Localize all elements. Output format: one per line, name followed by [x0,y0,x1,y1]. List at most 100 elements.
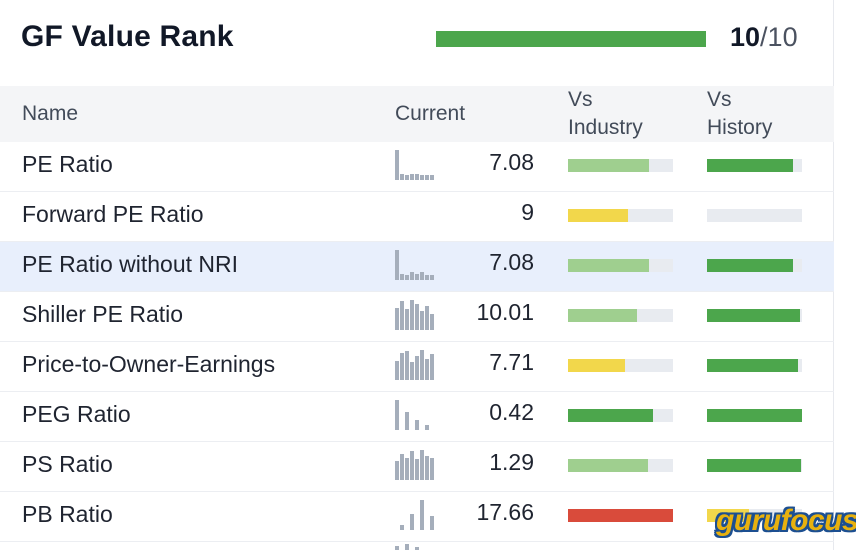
vs-industry-bar-fill [568,259,649,272]
vs-history-bar [707,359,802,372]
sparkline-bar [425,359,429,380]
current-value: 0.42 [489,399,534,425]
metric-name[interactable]: Price-to-Owner-Earnings [22,351,276,377]
sparkline-bar [425,425,429,430]
vs-industry-bar-fill [568,209,628,222]
column-header-current[interactable]: Current [395,102,466,125]
table-row[interactable]: Price-to-Owner-Earnings 7.71 [0,342,834,392]
sparkline-bar [420,311,424,330]
sparkline-bar [430,175,434,180]
sparkline-bar [395,150,399,180]
vs-industry-bar [568,459,673,472]
vs-industry-bar-fill [568,359,625,372]
sparkline-bar [420,175,424,180]
sparkline-bar [405,351,409,380]
column-header-vs-industry-line1: Vs [568,88,593,111]
metric-name[interactable]: PB Ratio [22,501,113,527]
vs-industry-bar [568,259,673,272]
sparkline-bar [400,353,404,380]
vs-industry-bar-fill [568,159,649,172]
sparkline-bar [395,250,399,280]
metric-name[interactable]: Shiller PE Ratio [22,301,184,327]
gurufocus-logo: gurufocus [716,504,856,537]
metric-name[interactable]: PEG Ratio [22,401,131,427]
vs-history-bar [707,259,802,272]
table-row[interactable]: PS Ratio 1.29 [0,442,834,492]
sparkline-bar [395,461,399,480]
vs-industry-bar [568,509,673,522]
card-title: GF Value Rank [21,20,234,53]
current-value: 1.29 [489,449,534,475]
vs-history-bar-fill [707,309,801,322]
sparkline-bar [415,420,419,430]
column-header-vs-industry-line2: Industry [568,116,643,139]
sparkline-bar [425,275,429,280]
table-row[interactable]: Forward PE Ratio 9 [0,192,834,242]
column-header-vs-history[interactable]: Vs History [707,86,772,142]
column-header-name[interactable]: Name [22,102,79,125]
vs-history-bar-fill [707,159,793,172]
vs-industry-bar [568,409,673,422]
table-row[interactable]: PE Ratio 7.08 [0,142,834,192]
vs-history-bar-fill [707,359,799,372]
sparkline-bar [430,275,434,280]
table-row[interactable]: PEG Ratio 0.42 [0,392,834,442]
sparkline-bar [420,500,424,530]
sparkline-bar [395,361,399,380]
rank-score: 10/10 [730,22,798,53]
sparkline-bar [430,354,434,380]
table-row[interactable]: PB Ratio 17.66 [0,492,834,542]
sparkline-bar [415,356,419,380]
sparkline-histogram [395,248,435,280]
vs-history-bar [707,509,802,522]
column-header-vs-industry[interactable]: Vs Industry [568,86,643,142]
sparkline-bar [400,274,404,280]
vs-industry-bar-fill [568,309,638,322]
current-value: 17.66 [476,499,534,525]
rank-score-value: 10 [730,22,761,52]
sparkline-histogram [395,298,435,330]
sparkline-bar [410,300,414,330]
sparkline-bar [405,458,409,480]
table-row[interactable]: Shiller PE Ratio 10.01 [0,292,834,342]
vs-industry-bar [568,309,673,322]
current-value: 9 [521,199,534,225]
rank-score-total: /10 [760,22,798,52]
sparkline-bar [410,174,414,180]
sparkline-bar [410,272,414,280]
sparkline-bar [405,309,409,330]
sparkline-bar [395,400,399,430]
vs-history-bar [707,459,802,472]
table-row[interactable]: PE Ratio without NRI 7.08 [0,242,834,292]
rank-progress-bar [436,31,706,47]
sparkline-bar [430,314,434,330]
sparkline-bar [415,304,419,330]
sparkline-bar [425,175,429,180]
metric-name[interactable]: Forward PE Ratio [22,201,204,227]
current-value: 7.71 [489,349,534,375]
sparkline-histogram [395,348,435,380]
sparkline-bar [410,514,414,530]
metric-name[interactable]: PE Ratio without NRI [22,251,239,277]
next-row-sparkline-partial [395,543,435,550]
sparkline-bar [430,516,434,530]
column-header-vs-history-line2: History [707,116,773,139]
vs-history-bar [707,409,802,422]
vs-history-bar [707,309,802,322]
sparkline-bar [425,306,429,330]
vs-history-bar [707,209,802,222]
gf-value-rank-card: GF Value Rank 10/10 Name Current Vs Indu… [0,0,834,550]
metric-name[interactable]: PS Ratio [22,451,113,477]
sparkline-bar [400,174,404,180]
vs-history-bar [707,159,802,172]
metric-name[interactable]: PE Ratio [22,151,113,177]
vs-industry-bar-fill [568,409,654,422]
sparkline-bar [400,525,404,530]
vs-industry-bar-fill [568,459,648,472]
sparkline-bar [405,275,409,280]
table-header: Name Current Vs Industry Vs History [0,86,834,142]
sparkline-bar [400,301,404,330]
sparkline-bar [410,451,414,480]
vs-industry-bar [568,359,673,372]
sparkline-bar [395,308,399,330]
